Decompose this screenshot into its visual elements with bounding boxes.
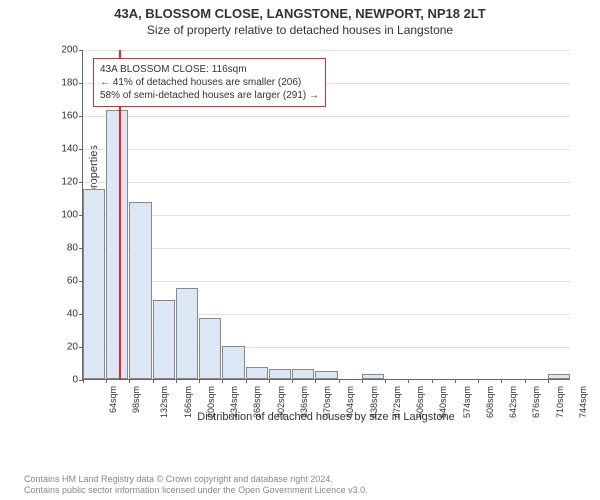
ytick-mark: [79, 50, 83, 51]
histogram-bar: [362, 374, 384, 379]
xtick-mark: [362, 379, 363, 383]
ytick-label: 140: [52, 144, 78, 155]
xtick-mark: [455, 379, 456, 383]
xtick-mark: [269, 379, 270, 383]
xtick-label: 98sqm: [131, 386, 141, 413]
gridline: [83, 149, 570, 150]
ytick-label: 80: [52, 243, 78, 254]
ytick-label: 200: [52, 45, 78, 56]
xtick-mark: [501, 379, 502, 383]
xtick-mark: [246, 379, 247, 383]
histogram-bar: [315, 371, 337, 379]
ytick-mark: [79, 182, 83, 183]
xtick-mark: [408, 379, 409, 383]
xtick-mark: [525, 379, 526, 383]
xtick-mark: [176, 379, 177, 383]
gridline: [83, 215, 570, 216]
histogram-bar: [292, 369, 314, 379]
ytick-label: 60: [52, 276, 78, 287]
xtick-mark: [106, 379, 107, 383]
gridline: [83, 248, 570, 249]
ytick-label: 120: [52, 177, 78, 188]
xtick-label: 744sqm: [578, 386, 588, 418]
annotation-line: 43A BLOSSOM CLOSE: 116sqm: [100, 63, 319, 76]
ytick-label: 100: [52, 210, 78, 221]
x-axis-label: Distribution of detached houses by size …: [82, 411, 570, 423]
xtick-mark: [478, 379, 479, 383]
gridline: [83, 50, 570, 51]
xtick-mark: [432, 379, 433, 383]
footer-line: Contains HM Land Registry data © Crown c…: [24, 474, 368, 485]
ytick-label: 40: [52, 309, 78, 320]
plot-area: 64sqm98sqm132sqm166sqm200sqm234sqm268sqm…: [82, 50, 570, 380]
annotation-box: 43A BLOSSOM CLOSE: 116sqm ← 41% of detac…: [93, 58, 326, 107]
gridline: [83, 182, 570, 183]
histogram-bar: [548, 374, 570, 379]
xtick-mark: [153, 379, 154, 383]
page-title: 43A, BLOSSOM CLOSE, LANGSTONE, NEWPORT, …: [0, 0, 600, 21]
ytick-label: 0: [52, 375, 78, 386]
gridline: [83, 281, 570, 282]
histogram-bar: [153, 300, 175, 379]
histogram-bar: [222, 346, 244, 379]
histogram-bar: [176, 288, 198, 379]
chart-container: Number of detached properties 64sqm98sqm…: [52, 50, 570, 425]
page-subtitle: Size of property relative to detached ho…: [0, 21, 600, 37]
ytick-mark: [79, 149, 83, 150]
ytick-label: 180: [52, 78, 78, 89]
xtick-mark: [199, 379, 200, 383]
xtick-mark: [385, 379, 386, 383]
xtick-mark: [129, 379, 130, 383]
histogram-bar: [106, 110, 128, 379]
xtick-mark: [222, 379, 223, 383]
histogram-bar: [129, 202, 151, 379]
histogram-bar: [199, 318, 221, 379]
xtick-mark: [339, 379, 340, 383]
ytick-label: 160: [52, 111, 78, 122]
ytick-mark: [79, 116, 83, 117]
footer-attribution: Contains HM Land Registry data © Crown c…: [24, 474, 368, 496]
annotation-line: ← 41% of detached houses are smaller (20…: [100, 76, 319, 89]
xtick-mark: [315, 379, 316, 383]
histogram-bar: [83, 189, 105, 379]
xtick-mark: [548, 379, 549, 383]
histogram-bar: [246, 367, 268, 379]
ytick-mark: [79, 83, 83, 84]
annotation-line: 58% of semi-detached houses are larger (…: [100, 89, 319, 102]
footer-line: Contains public sector information licen…: [24, 485, 368, 496]
xtick-mark: [83, 379, 84, 383]
xtick-label: 64sqm: [108, 386, 118, 413]
xtick-mark: [292, 379, 293, 383]
gridline: [83, 116, 570, 117]
histogram-bar: [269, 369, 291, 379]
ytick-label: 20: [52, 342, 78, 353]
